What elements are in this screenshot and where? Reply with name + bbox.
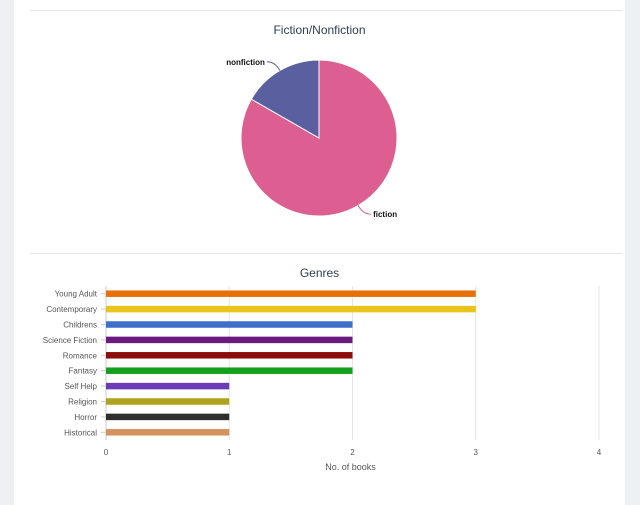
x-tick-label: 1	[227, 448, 232, 457]
y-tick-label-young-adult: Young Adult	[55, 290, 98, 299]
y-tick-label-romance: Romance	[63, 351, 98, 360]
bar-science-fiction	[106, 336, 353, 344]
y-tick-label-fantasy: Fantasy	[69, 367, 97, 376]
y-tick-label-horror: Horror	[74, 413, 97, 422]
y-tick-label-science-fiction: Science Fiction	[43, 336, 97, 345]
x-tick-label: 4	[597, 448, 602, 457]
bar-religion	[106, 398, 230, 405]
bar-romance	[106, 352, 353, 359]
y-tick-label-contemporary: Contemporary	[46, 305, 97, 314]
pie-connector-nonfiction	[266, 61, 281, 71]
y-tick-label-historical: Historical	[64, 428, 97, 437]
bar-self-help	[106, 382, 230, 390]
bar-historical	[106, 429, 230, 436]
pie-chart: fiction nonfiction	[226, 58, 398, 219]
pie-label-fiction: fiction	[373, 210, 397, 219]
x-tick-label: 3	[474, 448, 479, 457]
bar-chart-title: Genres	[299, 266, 340, 280]
y-tick-label-religion: Religion	[68, 398, 97, 407]
middle-divider	[30, 253, 622, 254]
pie-label-nonfiction: nonfiction	[226, 58, 265, 67]
x-tick-label: 0	[104, 448, 109, 457]
chart-card: Fiction/Nonfiction fiction nonfiction Gen…	[14, 0, 625, 505]
bar-horror	[106, 413, 230, 421]
bar-childrens	[106, 321, 353, 328]
x-axis-title: No. of books	[325, 462, 376, 472]
bar-young-adult	[106, 290, 476, 297]
y-tick-label-self-help: Self Help	[65, 382, 98, 391]
y-tick-label-childrens: Childrens	[63, 321, 97, 330]
top-divider	[30, 10, 622, 11]
pie-chart-title: Fiction/Nonfiction	[273, 23, 366, 37]
pie-connector-fiction	[357, 205, 372, 215]
x-tick-label: 2	[350, 448, 355, 457]
pie-slice-nonfiction	[250, 59, 320, 139]
bar-fantasy	[106, 367, 353, 374]
bar-chart: 0 1 2 3 4 Young Adult Contemporary Childrens Sci…	[43, 286, 602, 472]
bar-contemporary	[106, 305, 476, 313]
